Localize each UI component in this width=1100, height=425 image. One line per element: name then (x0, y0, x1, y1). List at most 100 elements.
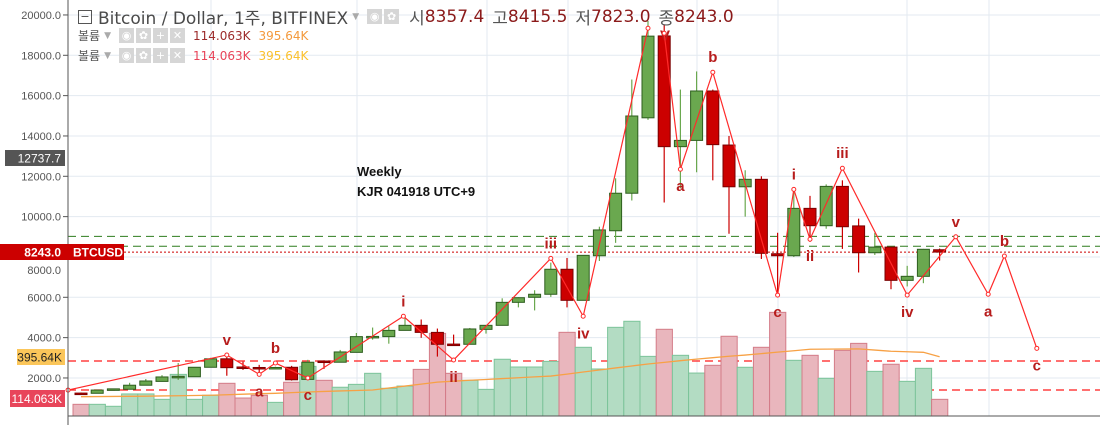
annotation-author[interactable]: KJR 041918 UTC+9 (357, 184, 476, 199)
candle-body (673, 139, 687, 148)
candle-body (139, 380, 153, 386)
eye-icon[interactable]: ◉ (367, 9, 383, 24)
eye-icon[interactable]: ◉ (119, 48, 135, 63)
candle-body (528, 293, 542, 298)
y-tick-label: 14000.0 (21, 131, 61, 143)
chevron-down-icon[interactable]: ▼ (352, 11, 360, 22)
volume-bar (704, 364, 722, 417)
volume-bar (817, 377, 835, 417)
volume-bar (234, 397, 252, 417)
chevron-down-icon[interactable]: ▼ (104, 50, 112, 61)
collapse-icon[interactable]: − (78, 9, 92, 24)
y-tick-label: 4000.0 (27, 333, 61, 345)
wave-point (953, 234, 959, 240)
close-label: 종 (658, 9, 675, 29)
y-tick-label: 10000.0 (21, 212, 61, 224)
volume-ma-line (80, 348, 940, 398)
wave-point (1034, 345, 1040, 351)
volume-label[interactable]: 볼륨 (78, 49, 101, 63)
volume-bar (914, 367, 933, 417)
candle-body (495, 301, 509, 326)
open-value: 8357.4 (424, 6, 485, 27)
volume-bar (866, 370, 884, 417)
candle-body (106, 388, 120, 391)
candle-body (722, 144, 736, 188)
volume-bar (121, 393, 139, 417)
volume-bar (623, 320, 641, 417)
volume-bar (931, 398, 949, 417)
volume-bar (137, 393, 155, 417)
volume-label[interactable]: 볼륨 (78, 29, 101, 43)
price-axis[interactable]: 20000.0 18000.0 16000.0 14000.0 12000.0 10000… (21, 0, 1100, 425)
chevron-down-icon[interactable]: ▼ (104, 30, 112, 41)
volume-bar (493, 358, 511, 417)
volume-bar (72, 403, 90, 417)
y-tick-label: 12000.0 (21, 171, 61, 183)
wave-label: v (952, 214, 961, 231)
wave-line (663, 33, 1038, 349)
wave-point (400, 313, 406, 319)
volume-bar (477, 388, 495, 417)
volume-bar (720, 335, 738, 417)
y-tick-label: 20000.0 (21, 10, 61, 22)
close-icon[interactable]: ✕ (170, 28, 186, 43)
wave-point (791, 186, 797, 192)
volume-bar (364, 372, 382, 417)
candle-body (74, 392, 88, 396)
volume-value: 114.063K (193, 48, 251, 63)
wave-label: a (984, 303, 993, 320)
last-price-tag-bg (0, 244, 124, 260)
wave-label: b (1000, 233, 1009, 250)
candle-body (430, 331, 444, 345)
wave-label: v (223, 332, 232, 349)
volume-bar (185, 398, 204, 417)
close-icon[interactable]: ✕ (170, 48, 186, 63)
candle-body (900, 275, 914, 281)
wave-label: iv (577, 325, 590, 342)
plus-icon[interactable]: + (153, 28, 169, 43)
candle-body (916, 248, 930, 277)
gear-icon[interactable]: ✿ (384, 9, 400, 24)
candles (74, 21, 947, 396)
symbol-title[interactable]: Bitcoin / Dollar, 1주, BITFINEX (98, 9, 349, 29)
volume-bar (202, 394, 220, 417)
candle-body (933, 249, 947, 253)
candle-body (382, 329, 396, 338)
candle-body (90, 389, 104, 394)
volume-bar (412, 368, 430, 417)
low-label: 저 (575, 9, 592, 29)
gear-icon[interactable]: ✿ (136, 48, 152, 63)
candle-body (544, 268, 558, 295)
eye-icon[interactable]: ◉ (119, 28, 135, 43)
volume-bar (283, 381, 301, 417)
wave-label: iii (836, 145, 849, 162)
wave-label: iii (545, 235, 558, 252)
wave-point (839, 165, 845, 171)
plus-icon[interactable]: + (153, 48, 169, 63)
volume-legend-2: 볼륨 ▼ ◉ ✿ + ✕ 114.063K 395.64K (78, 47, 308, 64)
crosshair-tag-bg (5, 150, 65, 166)
candle-body (268, 366, 282, 370)
volume-bar (509, 366, 528, 417)
vol-ma-tag-bg (17, 349, 65, 365)
volume-bar (882, 363, 900, 417)
candle-body (641, 35, 655, 119)
wave-label: a (676, 178, 685, 195)
volume-value: 114.063K (193, 28, 251, 43)
wave-point (807, 236, 813, 242)
volume-ma-value: 395.64K (258, 28, 309, 43)
volume-bar (752, 346, 771, 417)
candle-body (625, 115, 639, 194)
candle-body (171, 375, 185, 379)
volume-bar (590, 368, 609, 417)
wave-point (904, 292, 910, 298)
volume-bar (347, 383, 366, 417)
candle-body (771, 253, 785, 257)
wave-point (645, 25, 651, 31)
gear-icon[interactable]: ✿ (136, 28, 152, 43)
annotation-weekly[interactable]: Weekly (357, 164, 402, 179)
candle-body (317, 360, 331, 364)
wave-label: i (401, 293, 405, 310)
